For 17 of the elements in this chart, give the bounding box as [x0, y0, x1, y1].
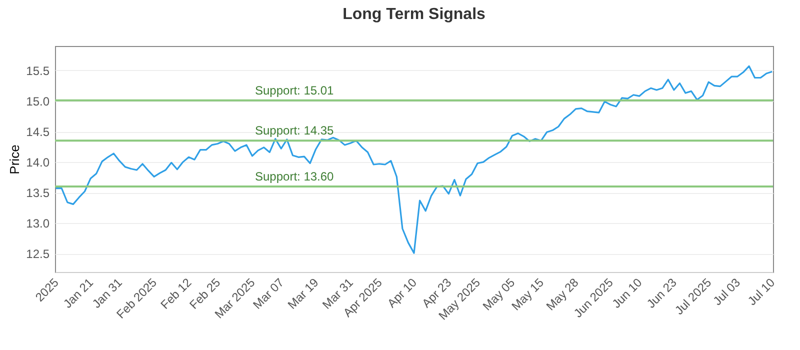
- y-tick-label: 14.5: [26, 125, 50, 140]
- x-tick-label: Jul 10: [745, 275, 778, 308]
- ref-line-label: Support: 14.35: [255, 124, 334, 138]
- y-tick-label: 12.5: [26, 247, 50, 262]
- x-tick-label: Jul 03: [710, 275, 744, 308]
- y-tick-label: 15.0: [26, 94, 50, 108]
- x-tick-label: Mar 19: [284, 275, 322, 312]
- y-axis-title: Price: [7, 144, 22, 174]
- y-tick-label: 14.0: [26, 156, 50, 170]
- x-tick-label: Apr 10: [384, 275, 420, 310]
- ref-line-label: Support: 15.01: [255, 83, 334, 98]
- line-series: [55, 65, 773, 254]
- ref-line-label: Support: 13.60: [255, 169, 334, 184]
- y-tick-label: 13.0: [26, 216, 50, 231]
- y-tick-label: 13.5: [26, 186, 50, 200]
- y-tick-label: 15.5: [26, 64, 50, 78]
- chart-title: Long Term Signals: [342, 6, 486, 23]
